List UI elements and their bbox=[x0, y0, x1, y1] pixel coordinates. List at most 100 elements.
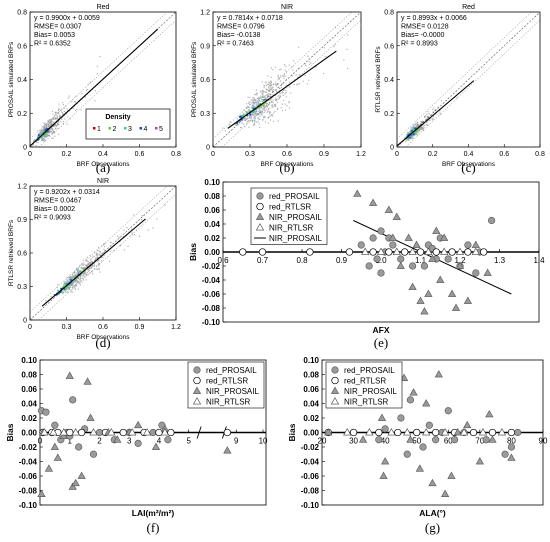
data-point bbox=[285, 65, 287, 68]
data-point bbox=[44, 139, 46, 141]
data-point bbox=[463, 420, 472, 429]
data-point bbox=[272, 86, 274, 88]
data-point bbox=[62, 113, 64, 115]
data-point bbox=[68, 287, 70, 289]
data-point bbox=[270, 67, 272, 69]
lower-bound-line bbox=[38, 193, 176, 320]
data-point bbox=[126, 226, 128, 229]
data-point bbox=[291, 66, 293, 68]
data-point bbox=[41, 137, 43, 139]
data-point bbox=[93, 262, 95, 264]
data-point bbox=[423, 129, 425, 132]
data-point bbox=[72, 291, 74, 293]
data-point bbox=[255, 108, 258, 110]
data-point bbox=[63, 107, 65, 109]
lower-bound-line bbox=[38, 19, 176, 147]
data-point bbox=[76, 267, 78, 269]
data-point bbox=[403, 450, 411, 458]
data-point bbox=[103, 244, 105, 246]
data-point bbox=[432, 118, 434, 120]
data-point bbox=[463, 296, 473, 304]
data-point bbox=[85, 279, 87, 281]
data-point bbox=[251, 100, 254, 102]
data-point bbox=[269, 90, 271, 92]
data-point bbox=[428, 478, 437, 487]
x-tick-label: 0 bbox=[28, 324, 32, 331]
data-point bbox=[117, 235, 119, 237]
data-point bbox=[293, 83, 295, 86]
data-point bbox=[43, 139, 45, 141]
data-point bbox=[426, 115, 429, 117]
y-tick-label: 0.2 bbox=[384, 111, 394, 118]
data-point bbox=[424, 247, 433, 255]
data-point bbox=[426, 124, 428, 126]
legend-entry: NIR_PROSAIL bbox=[206, 387, 259, 396]
data-point bbox=[51, 125, 53, 128]
data-point bbox=[426, 121, 428, 123]
data-point bbox=[256, 102, 258, 104]
legend-entry: 4 bbox=[144, 126, 148, 133]
density-point bbox=[67, 286, 69, 289]
data-point bbox=[40, 129, 42, 131]
x-tick-label: 0.4 bbox=[98, 151, 108, 158]
data-point bbox=[244, 113, 246, 115]
data-point bbox=[379, 471, 388, 479]
one-to-one-line bbox=[397, 12, 540, 147]
data-point bbox=[75, 282, 77, 284]
data-point bbox=[99, 250, 101, 253]
density-point bbox=[415, 131, 417, 134]
data-point bbox=[266, 84, 268, 87]
data-point bbox=[79, 281, 81, 283]
data-point bbox=[59, 116, 61, 118]
data-point bbox=[54, 123, 57, 126]
data-point bbox=[79, 271, 81, 273]
data-point bbox=[134, 420, 143, 429]
data-point bbox=[248, 108, 250, 111]
legend-swatch bbox=[193, 376, 201, 385]
data-point bbox=[222, 127, 224, 129]
data-point bbox=[49, 131, 51, 133]
data-point bbox=[451, 436, 459, 444]
data-point bbox=[268, 116, 270, 119]
y-tick-label: 0.3 bbox=[17, 284, 27, 291]
data-point bbox=[79, 279, 81, 281]
data-point bbox=[67, 116, 69, 118]
data-point bbox=[286, 105, 288, 107]
data-point bbox=[252, 113, 254, 115]
data-point bbox=[74, 274, 76, 276]
x-tick-label: 0 bbox=[211, 151, 215, 158]
data-point bbox=[439, 114, 441, 116]
data-point bbox=[82, 275, 84, 277]
data-point bbox=[90, 81, 92, 83]
data-point bbox=[91, 270, 93, 272]
data-point bbox=[255, 104, 258, 107]
data-point bbox=[429, 117, 431, 120]
data-point bbox=[74, 273, 76, 275]
data-point bbox=[71, 478, 80, 487]
stat-text: R² = 0.9093 bbox=[34, 215, 71, 222]
data-point bbox=[79, 282, 81, 285]
data-point bbox=[289, 92, 292, 94]
density-point bbox=[253, 109, 256, 112]
data-point bbox=[62, 122, 64, 125]
data-point bbox=[89, 261, 91, 263]
x-tick-label: 70 bbox=[475, 437, 484, 446]
data-point bbox=[52, 129, 54, 131]
data-point bbox=[49, 127, 51, 129]
data-point bbox=[291, 75, 293, 77]
data-point bbox=[270, 88, 273, 90]
data-point bbox=[110, 241, 112, 244]
data-point bbox=[280, 107, 282, 109]
data-point bbox=[255, 109, 258, 111]
data-point bbox=[271, 100, 273, 102]
data-point bbox=[249, 117, 251, 119]
data-point bbox=[123, 249, 126, 251]
data-point bbox=[74, 289, 77, 291]
data-point bbox=[289, 86, 291, 88]
data-point bbox=[268, 111, 270, 113]
data-point bbox=[264, 106, 266, 108]
data-point bbox=[223, 428, 231, 437]
data-point bbox=[52, 120, 54, 122]
data-point bbox=[264, 91, 267, 93]
data-point bbox=[252, 112, 254, 115]
